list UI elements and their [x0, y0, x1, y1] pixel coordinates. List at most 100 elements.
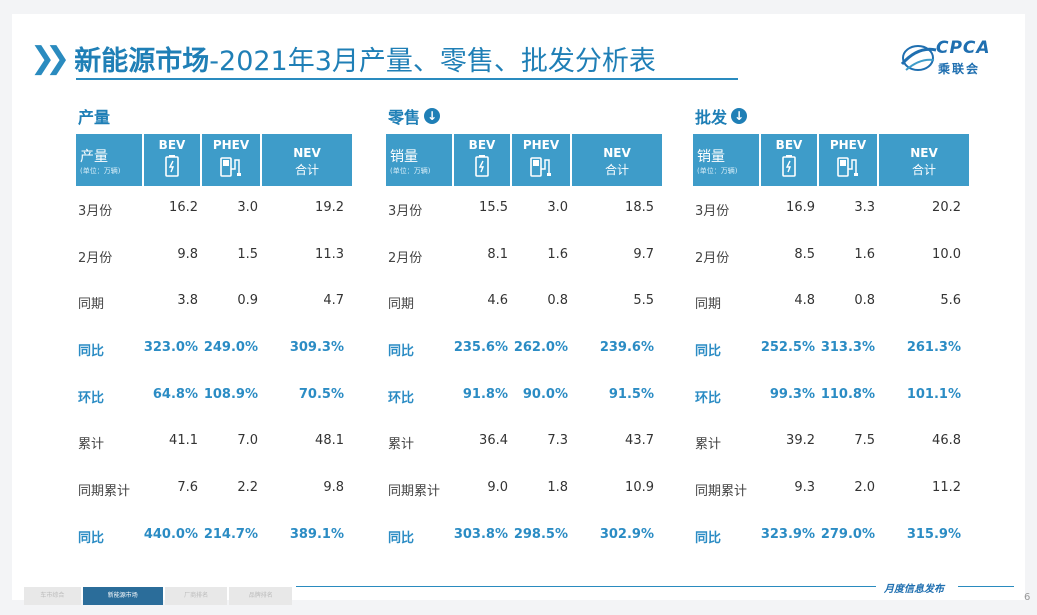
cell-phev: 2.0	[854, 480, 875, 496]
cell-nev: 389.1%	[289, 526, 344, 542]
table-row: 2月份 8.5 1.6 10.0	[693, 233, 969, 280]
header-bev-label: BEV	[468, 138, 496, 152]
globe-swoosh-icon	[900, 45, 937, 71]
cell-bev: 235.6%	[453, 340, 508, 356]
table-row: 2月份 9.8 1.5 11.3	[76, 233, 352, 280]
header-metric-label: 销量	[390, 149, 418, 165]
table-row: 环比 99.3% 110.8% 101.1%	[693, 373, 969, 420]
table-row: 累计 39.2 7.5 46.8	[693, 419, 969, 466]
footer-divider	[296, 586, 876, 587]
row-label: 同比	[695, 344, 722, 360]
header-bev-label: BEV	[775, 138, 803, 152]
table-row: 同期累计 9.3 2.0 11.2	[693, 466, 969, 513]
row-label: 同比	[78, 344, 105, 360]
cell-bev: 252.5%	[760, 340, 815, 356]
plug-in-hybrid-icon	[530, 157, 551, 177]
cell-nev: 4.7	[323, 293, 344, 309]
cell-nev: 46.8	[932, 433, 961, 449]
row-label: 环比	[695, 390, 722, 406]
cell-bev: 64.8%	[152, 386, 198, 402]
footer-tab[interactable]: 车市综合	[24, 587, 81, 605]
cell-nev: 315.9%	[906, 526, 961, 542]
arrow-down-circle-icon[interactable]: ↓	[424, 108, 441, 124]
row-label: 同比	[388, 344, 415, 360]
cell-bev: 91.8%	[462, 386, 508, 402]
cell-bev: 4.8	[794, 293, 815, 309]
cell-phev: 3.0	[547, 200, 568, 215]
cell-phev: 0.9	[237, 293, 258, 309]
title-row: ❯❯ 新能源市场 -2021年3月产量、零售、批发分析表	[30, 36, 656, 80]
header-nev: NEV 合计	[262, 134, 352, 186]
table-row: 同期 4.6 0.8 5.5	[386, 279, 662, 326]
row-label: 3月份	[388, 204, 423, 219]
header-bev-label: BEV	[158, 138, 186, 152]
row-label: 累计	[695, 437, 722, 453]
row-label: 累计	[78, 437, 105, 453]
cell-phev: 2.2	[237, 480, 258, 496]
title-sub: -2021年3月产量、零售、批发分析表	[209, 45, 656, 77]
cell-nev: 10.0	[932, 246, 961, 262]
cell-bev: 323.9%	[760, 526, 815, 542]
header-nev-total-label: 合计	[294, 163, 319, 177]
battery-icon	[475, 155, 489, 177]
title-main: 新能源市场	[74, 45, 210, 77]
table-row: 3月份 16.2 3.0 19.2	[76, 186, 352, 233]
footer-tab[interactable]: 厂商排名	[164, 587, 228, 605]
title-underline	[76, 78, 738, 80]
header-divider	[200, 134, 202, 186]
cell-bev: 15.5	[479, 200, 508, 215]
footer-tab[interactable]: 品牌排名	[229, 587, 292, 605]
header-unit-label: (单位：万辆)	[80, 167, 121, 175]
section-title: 产量	[78, 104, 352, 128]
section-title[interactable]: 零售 ↓	[388, 104, 662, 128]
table-row: 2月份 8.1 1.6 9.7	[386, 233, 662, 280]
header-divider	[452, 134, 454, 186]
header-divider	[877, 134, 879, 186]
cell-bev: 8.1	[487, 246, 508, 262]
cell-nev: 5.6	[940, 293, 961, 309]
table-row: 同比 323.9% 279.0% 315.9%	[693, 513, 969, 560]
header-unit-label: (单位：万辆)	[390, 167, 431, 175]
header-phev-label: PHEV	[829, 138, 867, 152]
cell-nev: 11.3	[315, 246, 344, 262]
cell-phev: 7.3	[547, 433, 568, 449]
cell-phev: 279.0%	[820, 526, 875, 542]
table-row: 同比 252.5% 313.3% 261.3%	[693, 326, 969, 373]
footer-tab[interactable]: 新能源市场	[82, 587, 163, 605]
row-label: 2月份	[78, 250, 113, 266]
slide: ❯❯ 新能源市场 -2021年3月产量、零售、批发分析表 CPCA 乘联会 产量…	[12, 14, 1030, 605]
header-divider	[142, 134, 144, 186]
row-label: 2月份	[388, 250, 423, 266]
cell-phev: 1.6	[547, 246, 568, 262]
double-chevron-icon: ❯❯	[30, 40, 70, 76]
header-divider	[570, 134, 572, 186]
arrow-down-circle-icon[interactable]: ↓	[731, 108, 748, 124]
cell-nev: 9.8	[323, 480, 344, 496]
section-title[interactable]: 批发 ↓	[695, 104, 969, 128]
header-metric-label: 销量	[697, 149, 725, 165]
row-label: 同期累计	[78, 484, 131, 500]
cell-nev: 302.9%	[599, 526, 654, 542]
cell-nev: 19.2	[315, 200, 344, 215]
cell-nev: 5.5	[633, 293, 654, 309]
plug-in-hybrid-icon	[837, 157, 858, 177]
row-label: 同期	[78, 297, 105, 313]
table-row: 同期 3.8 0.9 4.7	[76, 279, 352, 326]
table-row: 同比 235.6% 262.0% 239.6%	[386, 326, 662, 373]
cell-nev: 11.2	[932, 480, 961, 496]
header-nev-total-label: 合计	[604, 163, 629, 177]
row-label: 2月份	[695, 250, 730, 266]
battery-icon	[782, 155, 796, 177]
cell-nev: 91.5%	[608, 386, 654, 402]
header-nev-total-label: 合计	[911, 163, 936, 177]
header-metric-cell: 销量 (单位：万辆)	[693, 134, 759, 186]
cell-bev: 16.9	[786, 200, 815, 215]
cell-phev: 262.0%	[513, 340, 568, 356]
header-bev: BEV	[761, 134, 817, 186]
cell-phev: 0.8	[854, 293, 875, 309]
header-divider	[759, 134, 761, 186]
page-number: 6	[1024, 592, 1031, 603]
header-bev: BEV	[144, 134, 200, 186]
section-title-text: 批发	[695, 108, 728, 127]
section-wholesale: 批发 ↓ 销量 (单位：万辆) BEV PHEV NEV 合计 3月份 16.9 3.3 20.2 2月…	[693, 104, 969, 560]
